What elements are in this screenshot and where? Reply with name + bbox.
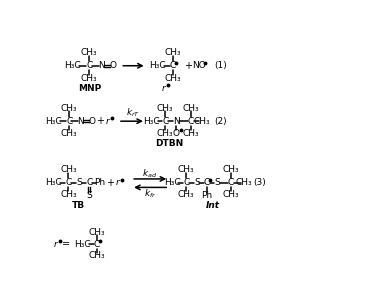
Text: CH₃: CH₃ <box>157 104 174 112</box>
Text: C: C <box>86 178 93 187</box>
Text: (3): (3) <box>253 178 266 187</box>
Text: Ph: Ph <box>201 191 213 200</box>
Text: C: C <box>188 117 194 126</box>
Text: CH₃: CH₃ <box>236 178 252 187</box>
Text: CH₃: CH₃ <box>81 74 98 83</box>
Text: +: + <box>106 178 114 188</box>
Text: CH₃: CH₃ <box>61 129 78 138</box>
Text: N: N <box>173 117 180 126</box>
Text: H₃C: H₃C <box>74 240 91 249</box>
Text: H₃C: H₃C <box>64 61 81 70</box>
Text: H₃C: H₃C <box>45 117 62 126</box>
Text: $k_{rT}$: $k_{rT}$ <box>126 106 140 119</box>
Text: CH₃: CH₃ <box>60 190 77 199</box>
Text: TB: TB <box>72 201 85 210</box>
Text: r: r <box>115 178 119 187</box>
Text: CH₃: CH₃ <box>183 104 199 112</box>
Text: CH₃: CH₃ <box>61 104 78 112</box>
Text: N: N <box>77 117 84 126</box>
Text: $k_{ad}$: $k_{ad}$ <box>142 167 157 180</box>
Text: O: O <box>172 129 180 138</box>
Text: CH₃: CH₃ <box>223 165 240 174</box>
Text: C: C <box>170 61 176 70</box>
Text: CH₃: CH₃ <box>165 74 181 83</box>
Text: CH₃: CH₃ <box>178 165 194 174</box>
Text: H₃C: H₃C <box>143 117 160 126</box>
Text: H₃C: H₃C <box>164 178 181 187</box>
Text: CH₃: CH₃ <box>183 129 199 138</box>
Text: O: O <box>88 117 95 126</box>
Text: r: r <box>162 84 165 93</box>
Text: MNP: MNP <box>78 84 101 93</box>
Text: H₃C: H₃C <box>149 61 166 70</box>
Text: C: C <box>204 178 210 187</box>
Text: S: S <box>76 178 82 187</box>
Text: CH₃: CH₃ <box>89 251 105 261</box>
Text: CH₃: CH₃ <box>178 190 194 199</box>
Text: H₃C: H₃C <box>45 178 62 187</box>
Text: +: + <box>96 116 104 126</box>
Text: CH₃: CH₃ <box>157 129 174 138</box>
Text: C: C <box>66 117 72 126</box>
Text: N: N <box>98 61 105 70</box>
Text: +: + <box>185 61 192 71</box>
Text: C: C <box>94 240 100 249</box>
Text: C: C <box>65 178 71 187</box>
Text: O: O <box>110 61 117 70</box>
Text: Ph: Ph <box>94 178 105 187</box>
Text: CH₃: CH₃ <box>89 228 105 237</box>
Text: C: C <box>162 117 169 126</box>
Text: NO: NO <box>192 61 205 70</box>
Text: S: S <box>194 178 200 187</box>
Text: CH₃: CH₃ <box>60 165 77 174</box>
Text: S: S <box>86 191 92 200</box>
Text: (1): (1) <box>215 61 227 70</box>
Text: (2): (2) <box>215 117 227 126</box>
Text: Int: Int <box>206 201 220 210</box>
Text: DTBN: DTBN <box>155 139 183 148</box>
Text: CH₃: CH₃ <box>193 117 210 126</box>
Text: CH₃: CH₃ <box>165 48 181 57</box>
Text: $k_{fr}$: $k_{fr}$ <box>143 187 156 200</box>
Text: CH₃: CH₃ <box>223 190 240 199</box>
Text: r: r <box>53 240 57 249</box>
Text: C: C <box>183 178 189 187</box>
Text: S: S <box>214 178 220 187</box>
Text: CH₃: CH₃ <box>81 48 98 57</box>
Text: r: r <box>105 117 109 126</box>
Text: C: C <box>228 178 234 187</box>
Text: C: C <box>86 61 93 70</box>
Text: =: = <box>62 239 70 249</box>
